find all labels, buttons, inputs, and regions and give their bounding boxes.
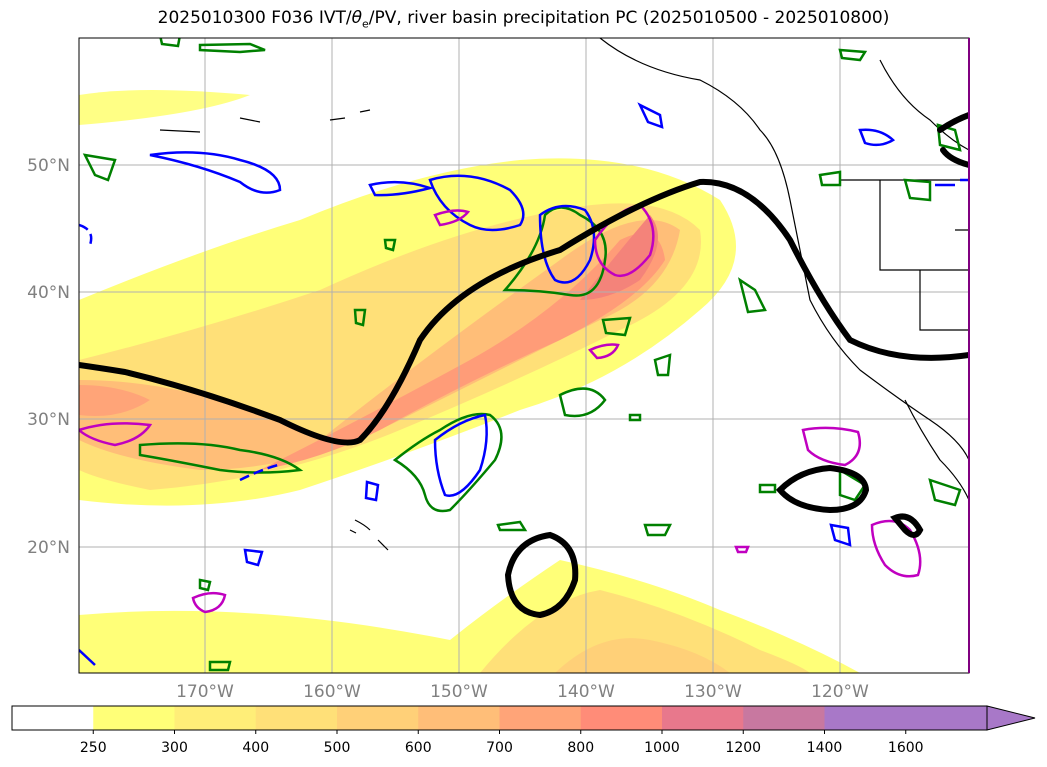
colorbar-tick-label: 700 — [486, 740, 513, 756]
map-panel — [79, 38, 969, 673]
lat-label: 20°N — [27, 538, 70, 558]
colorbar-segment — [905, 706, 987, 730]
lon-label: 130°W — [684, 682, 742, 702]
lon-label: 140°W — [557, 682, 615, 702]
colorbar-tick-label: 1000 — [644, 740, 680, 756]
jet-contours — [79, 112, 969, 619]
lon-label: 150°W — [430, 682, 488, 702]
colorbar-segment — [418, 706, 500, 730]
colorbar-tick-label: 600 — [405, 740, 432, 756]
lat-label: 40°N — [27, 283, 70, 303]
colorbar-tick-label: 1600 — [888, 740, 924, 756]
colorbar-segment — [12, 706, 94, 730]
colorbar-segment — [174, 706, 257, 730]
map-title: 2025010300 F036 IVT/θe/PV, river basin p… — [157, 8, 890, 31]
colorbar-segment — [580, 706, 663, 730]
lon-label: 170°W — [176, 682, 234, 702]
pv-contours — [79, 102, 969, 666]
lat-label: 50°N — [27, 156, 70, 176]
lon-label: 120°W — [811, 682, 869, 702]
colorbar-extend-arrow — [986, 705, 1036, 731]
colorbar-segment — [662, 706, 744, 730]
colorbar: 250 300 400 500 600 700 800 1000 1200 1400 1600 — [11, 705, 1036, 756]
colorbar-tick-label: 800 — [567, 740, 594, 756]
colorbar-tick-label: 300 — [161, 740, 188, 756]
colorbar-tick-label: 400 — [242, 740, 269, 756]
colorbar-tick-label: 1400 — [807, 740, 843, 756]
colorbar-segment — [255, 706, 338, 730]
colorbar-segment — [824, 706, 907, 730]
colorbar-segment — [93, 706, 175, 730]
colorbar-tick-label: 250 — [80, 740, 107, 756]
colorbar-segment — [337, 706, 419, 730]
colorbar-tick-label: 500 — [324, 740, 351, 756]
lon-label: 160°W — [303, 682, 361, 702]
colorbar-segment — [499, 706, 582, 730]
lat-label: 30°N — [27, 410, 70, 430]
colorbar-tick-label: 1200 — [725, 740, 761, 756]
colorbar-segment — [743, 706, 825, 730]
